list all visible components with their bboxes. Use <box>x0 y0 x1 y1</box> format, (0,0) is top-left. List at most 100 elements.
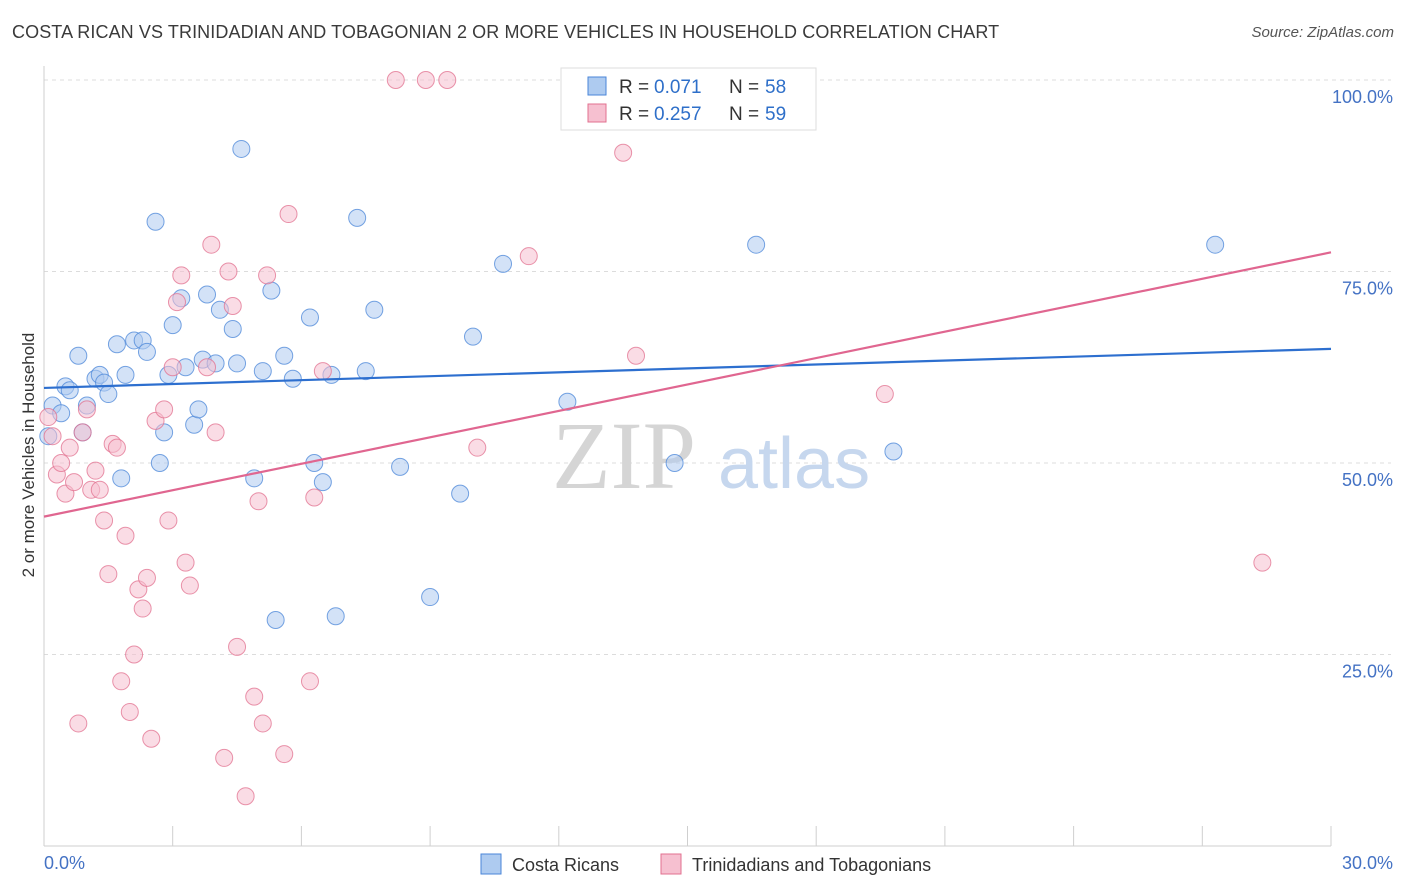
trinidadian-point <box>120 702 139 721</box>
costa-rican-point <box>137 342 156 361</box>
costa-rican-point <box>665 454 684 472</box>
costa-rican-point <box>356 362 375 381</box>
trinidadian-point <box>875 385 894 404</box>
costa-rican-point <box>228 354 247 373</box>
trinidadian-point <box>249 492 268 511</box>
watermark: ZIP atlas <box>552 402 870 509</box>
costa-rican-point <box>185 415 204 434</box>
costa-rican-point <box>275 346 294 365</box>
trinidadian-point <box>159 511 178 530</box>
trinidadian-point <box>253 714 272 733</box>
trinidadian-point <box>69 714 88 733</box>
axes <box>43 66 1332 847</box>
trinidadian-point <box>112 672 131 691</box>
trinidadian-point <box>236 787 255 806</box>
trinidadian-point <box>52 454 71 472</box>
legend-n-label: N = <box>729 104 759 125</box>
trinidadian-point <box>300 672 319 691</box>
costa-rican-point <box>300 308 319 327</box>
trinidadian-point <box>614 143 633 162</box>
trinidadian-trend-line <box>43 251 1332 518</box>
trinidadian-point <box>99 565 118 584</box>
y-tick-label: 100.0% <box>1332 87 1393 107</box>
legend-r-value: 0.071 <box>654 77 702 98</box>
trinidadian-point <box>416 71 435 89</box>
trinidadian-point <box>125 645 144 664</box>
y-axis-label: 2 or more Vehicles in Household <box>19 333 38 578</box>
costa-rican-point <box>232 139 251 158</box>
legend-n-value: 59 <box>765 104 786 125</box>
trinidadian-point <box>519 247 538 266</box>
trinidadian-point <box>65 473 84 492</box>
trinidadian-point <box>219 262 238 281</box>
costa-rican-point <box>189 400 208 419</box>
costa-rican-point <box>494 254 513 273</box>
trinidadian-point <box>627 346 646 365</box>
costa-rican-point <box>107 335 126 354</box>
trinidadian-point <box>73 423 92 442</box>
costa-rican-point <box>283 369 302 388</box>
trinidadian-point <box>107 438 126 457</box>
costa-rican-point <box>884 442 903 461</box>
costa-rican-point <box>253 362 272 381</box>
trinidadian-point <box>258 266 277 285</box>
costa-rican-point <box>313 473 332 492</box>
costa-rican-point <box>451 484 470 503</box>
legend-r-label: R = <box>619 77 649 98</box>
costa-rican-point <box>163 316 182 335</box>
trinidadian-point <box>215 748 234 767</box>
trinidadian-point <box>95 511 114 530</box>
trinidadian-point <box>275 745 294 764</box>
legend-swatch <box>587 103 607 123</box>
trinidadian-point <box>438 71 457 89</box>
legend-n-label: N = <box>729 77 759 98</box>
legend-swatch <box>587 76 607 96</box>
costa-rican-point <box>1206 235 1225 254</box>
legend-costa-ricans-swatch <box>480 853 502 875</box>
costa-rican-point <box>464 327 482 346</box>
trinidadian-point <box>176 553 195 572</box>
legend-n-value: 58 <box>765 77 786 98</box>
trend-lines <box>43 251 1332 518</box>
trinidadian-point <box>167 293 186 312</box>
legend-trinidadians-swatch <box>660 853 682 875</box>
costa-rican-point <box>348 208 367 227</box>
costa-rican-point <box>99 385 118 404</box>
costa-rican-point <box>69 346 88 365</box>
trinidadian-point <box>223 296 242 315</box>
trinidadian-point <box>163 358 182 377</box>
y-tick-label: 25.0% <box>1342 662 1393 682</box>
tick-labels: 25.0% 50.0% 75.0% 100.0% 0.0% 30.0% <box>44 87 1393 873</box>
trinidadian-point <box>228 637 247 656</box>
legend-costa-ricans-label: Costa Ricans <box>512 855 619 875</box>
costa-rican-point <box>150 454 169 472</box>
trinidadian-point <box>90 480 109 499</box>
legend: R = 0.071 N = 58 R = 0.257 N = 59 <box>560 67 817 131</box>
costa-rican-point <box>60 381 79 400</box>
trinidadian-point <box>206 423 225 442</box>
trinidadian-point <box>86 461 105 480</box>
costa-rican-point <box>116 365 135 384</box>
bottom-legend: Costa Ricans Trinidadians and Tobagonians <box>480 853 931 875</box>
costa-rican-point <box>266 611 285 630</box>
costa-rican-point <box>326 607 345 626</box>
costa-rican-point <box>198 285 217 304</box>
trinidadian-point <box>313 362 332 381</box>
trinidadian-point <box>245 687 264 706</box>
costa-rican-point <box>146 212 165 231</box>
costa-rican-point <box>223 319 242 338</box>
trinidadian-point <box>180 576 199 595</box>
costa-rican-point <box>747 235 766 254</box>
costa-rican-point <box>391 457 410 476</box>
costa-rican-point <box>262 281 281 300</box>
costa-rican-point <box>421 588 440 607</box>
trinidadian-point <box>468 438 487 457</box>
trinidadian-point <box>116 526 135 545</box>
y-tick-label: 50.0% <box>1342 470 1393 490</box>
trinidadian-point <box>60 438 79 457</box>
trinidadian-point <box>137 568 156 587</box>
data-points <box>39 71 1272 806</box>
trinidadian-point <box>155 400 174 419</box>
trinidadian-point <box>43 427 62 446</box>
